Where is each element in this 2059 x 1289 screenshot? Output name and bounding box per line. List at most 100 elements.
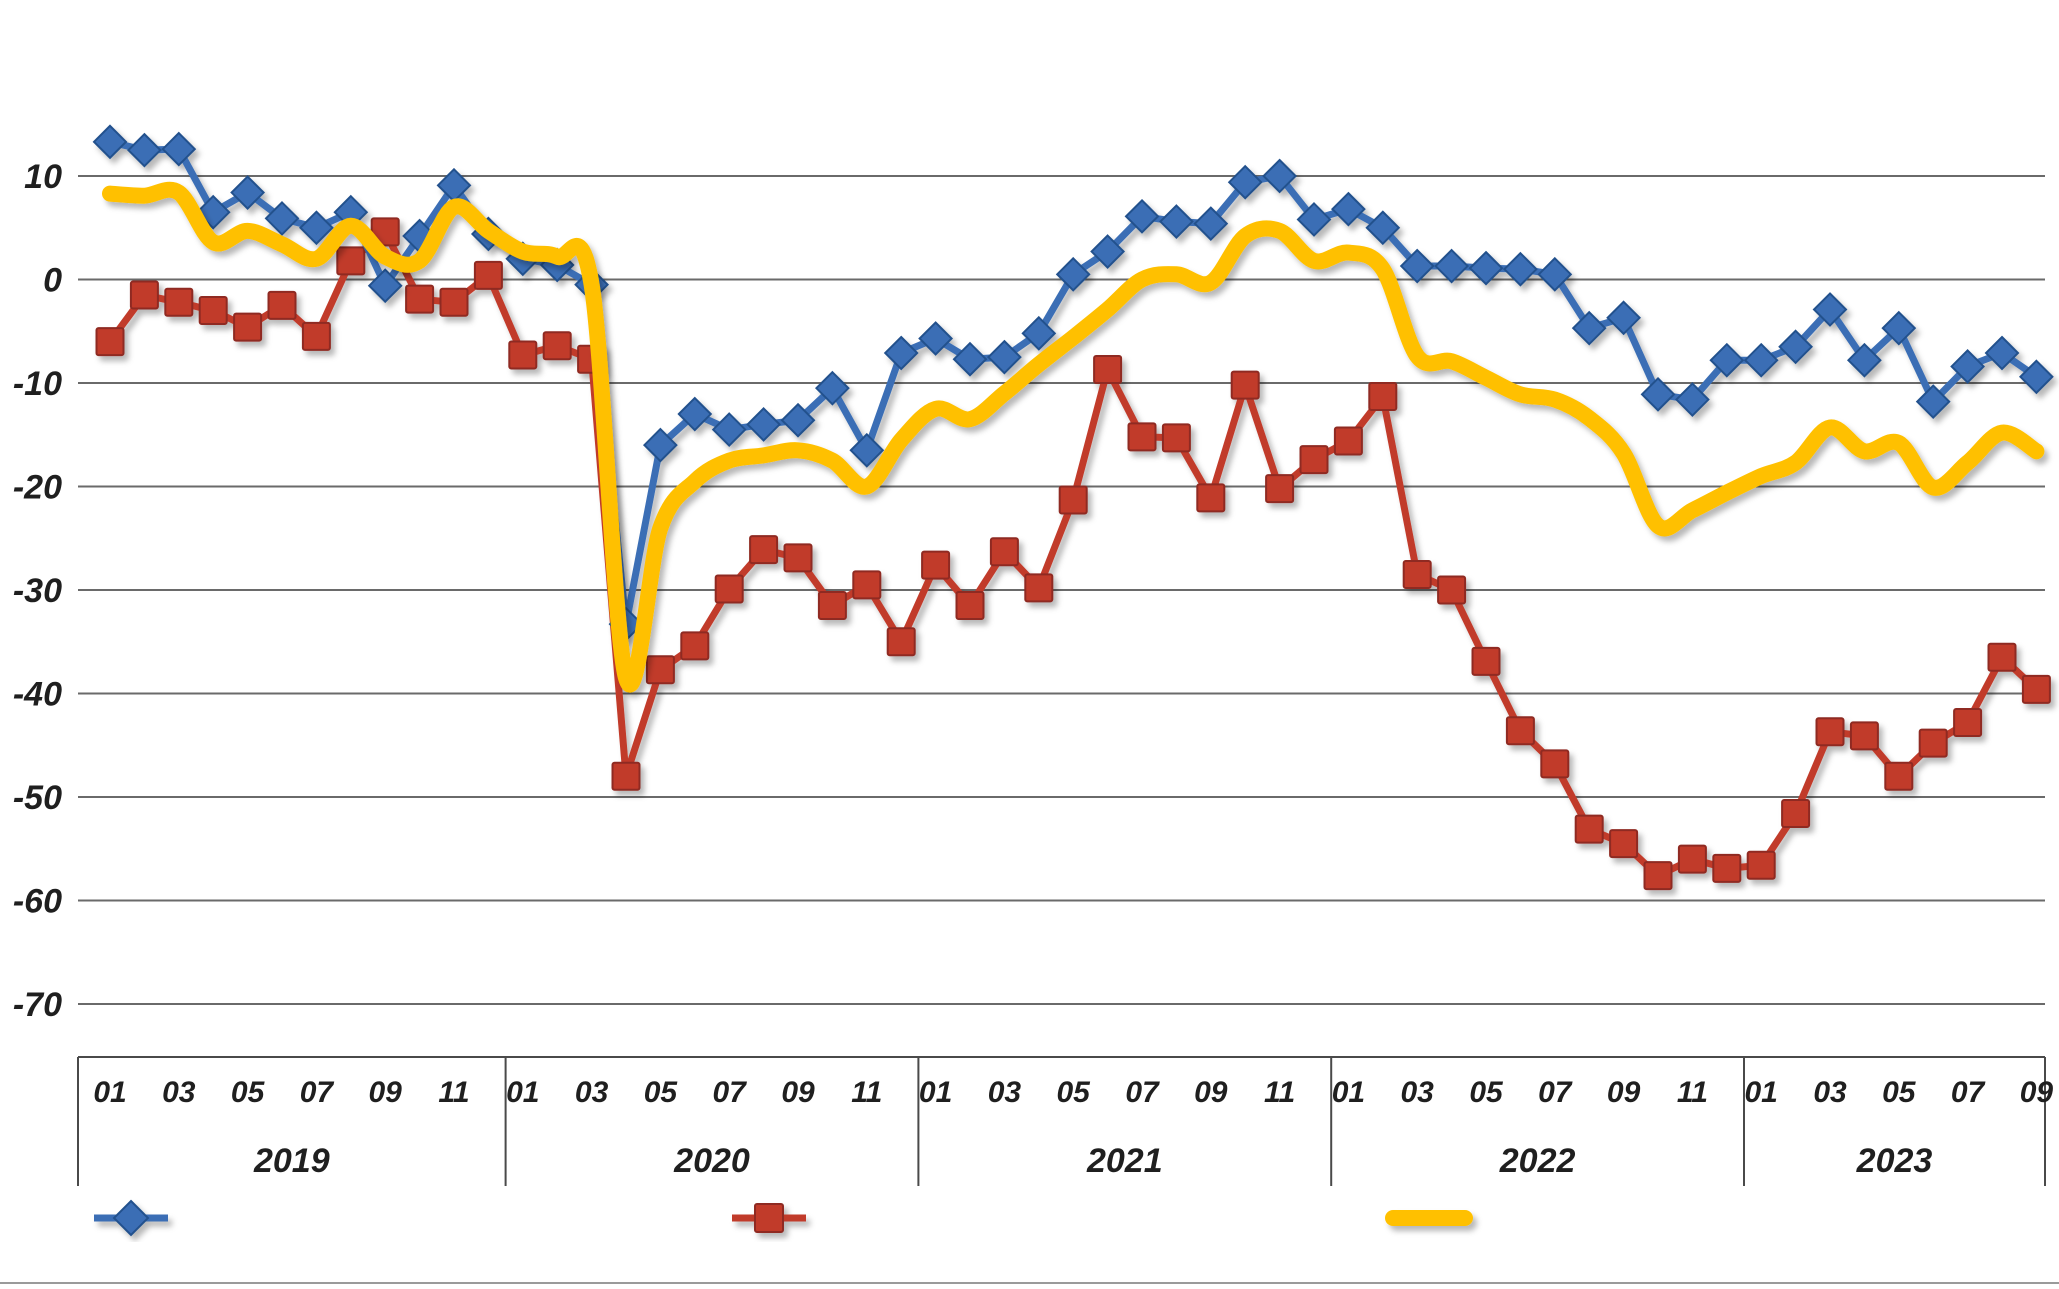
square-marker bbox=[1127, 422, 1157, 452]
month-tick-label: 09 bbox=[2020, 1076, 2054, 1109]
square-marker bbox=[1953, 707, 1983, 737]
diamond-marker bbox=[1124, 198, 1160, 234]
diamond-marker bbox=[1262, 158, 1298, 194]
diamond-marker bbox=[642, 427, 678, 463]
square-marker bbox=[1918, 728, 1948, 758]
month-tick-label: 01 bbox=[506, 1076, 539, 1109]
diamond-marker bbox=[1090, 234, 1126, 269]
month-tick-label: 09 bbox=[781, 1076, 815, 1109]
diamond-marker bbox=[918, 321, 954, 356]
diamond-marker bbox=[1399, 248, 1435, 284]
square-marker bbox=[1609, 829, 1639, 859]
month-tick-label: 01 bbox=[1745, 1076, 1778, 1109]
diamond-marker bbox=[298, 210, 334, 246]
month-tick-label: 07 bbox=[1125, 1076, 1160, 1109]
diamond-marker bbox=[1502, 251, 1538, 287]
y-tick-label: 10 bbox=[24, 158, 62, 196]
diamond-marker bbox=[711, 412, 747, 447]
square-marker bbox=[783, 543, 813, 573]
square-marker bbox=[95, 327, 125, 357]
square-marker bbox=[1299, 445, 1329, 475]
square-marker bbox=[473, 260, 503, 290]
square-marker bbox=[508, 340, 538, 370]
blue-diamond-series bbox=[92, 124, 2054, 642]
month-tick-label: 01 bbox=[93, 1076, 126, 1109]
square-marker bbox=[1161, 423, 1191, 453]
square-marker bbox=[542, 331, 572, 361]
diamond-marker bbox=[677, 396, 713, 432]
square-marker bbox=[267, 290, 297, 320]
diamond-marker bbox=[1158, 204, 1194, 239]
square-marker bbox=[955, 591, 985, 621]
square-marker bbox=[1574, 814, 1604, 844]
month-tick-label: 05 bbox=[1057, 1076, 1092, 1109]
square-marker bbox=[439, 287, 469, 317]
square-marker bbox=[405, 284, 435, 314]
month-tick-label: 05 bbox=[1882, 1076, 1917, 1109]
square-marker bbox=[921, 550, 951, 580]
diamond-marker bbox=[112, 1199, 150, 1237]
diamond-marker bbox=[1846, 342, 1882, 378]
month-tick-label: 01 bbox=[1332, 1076, 1365, 1109]
square-marker bbox=[989, 537, 1019, 567]
square-marker bbox=[1471, 646, 1501, 676]
square-marker bbox=[1058, 485, 1088, 515]
diamond-marker bbox=[1812, 292, 1848, 327]
y-axis-labels: 10 0 -10 -20 -30 -40 -50 -60 -70 bbox=[13, 158, 62, 1024]
diamond-marker bbox=[1915, 384, 1951, 420]
month-tick-label: 09 bbox=[1194, 1076, 1228, 1109]
square-marker bbox=[1884, 761, 1914, 791]
square-marker bbox=[714, 574, 744, 604]
diamond-marker bbox=[1984, 335, 2020, 371]
square-marker bbox=[1815, 717, 1845, 747]
square-marker bbox=[645, 655, 675, 685]
diamond-marker bbox=[986, 339, 1022, 375]
square-marker bbox=[1849, 721, 1879, 751]
red-square-series bbox=[95, 217, 2051, 891]
diamond-marker bbox=[1021, 315, 1057, 351]
square-marker bbox=[233, 312, 263, 342]
diamond-marker bbox=[1881, 310, 1917, 346]
square-marker bbox=[129, 280, 159, 310]
month-tick-label: 07 bbox=[1951, 1076, 1986, 1109]
square-marker bbox=[680, 631, 710, 661]
diamond-marker bbox=[1537, 256, 1573, 292]
square-marker bbox=[1265, 474, 1295, 504]
diamond-marker bbox=[780, 402, 816, 438]
diamond-marker bbox=[814, 370, 850, 406]
square-marker bbox=[817, 591, 847, 621]
month-tick-label: 05 bbox=[644, 1076, 679, 1109]
month-tick-label: 03 bbox=[575, 1076, 609, 1109]
diamond-marker bbox=[1434, 248, 1470, 284]
square-marker bbox=[611, 761, 641, 791]
diamond-marker bbox=[883, 335, 919, 371]
square-marker bbox=[1643, 861, 1673, 891]
diamond-marker bbox=[1296, 202, 1332, 237]
square-marker bbox=[336, 246, 366, 276]
square-marker bbox=[1987, 642, 2017, 672]
month-tick-label: 11 bbox=[1264, 1076, 1295, 1109]
x-axis: 01 03 05 07 09 11 2019 01 03 05 07 09 11 2020 01 03 05 07… bbox=[77, 1056, 2054, 1186]
diamond-marker bbox=[264, 201, 300, 236]
diamond-marker bbox=[1055, 256, 1091, 292]
square-marker bbox=[754, 1203, 784, 1233]
diamond-marker bbox=[952, 341, 988, 377]
y-tick-label: -10 bbox=[13, 365, 62, 403]
diamond-marker bbox=[2018, 359, 2054, 395]
month-tick-label: 11 bbox=[1677, 1076, 1708, 1109]
year-label: 2020 bbox=[673, 1142, 750, 1180]
legend-item-blue-diamond-series bbox=[94, 1199, 168, 1237]
y-tick-label: -60 bbox=[13, 883, 62, 921]
diamond-marker bbox=[230, 175, 266, 210]
diamond-marker bbox=[1606, 300, 1642, 336]
diamond-marker bbox=[1640, 376, 1676, 412]
square-marker bbox=[1333, 426, 1363, 456]
square-marker bbox=[1368, 381, 1398, 411]
y-tick-label: -30 bbox=[13, 572, 62, 610]
diamond-marker bbox=[92, 124, 128, 160]
diamond-marker bbox=[367, 268, 403, 304]
square-marker bbox=[1712, 853, 1742, 883]
square-marker bbox=[2021, 674, 2051, 704]
month-tick-label: 03 bbox=[1813, 1076, 1847, 1109]
